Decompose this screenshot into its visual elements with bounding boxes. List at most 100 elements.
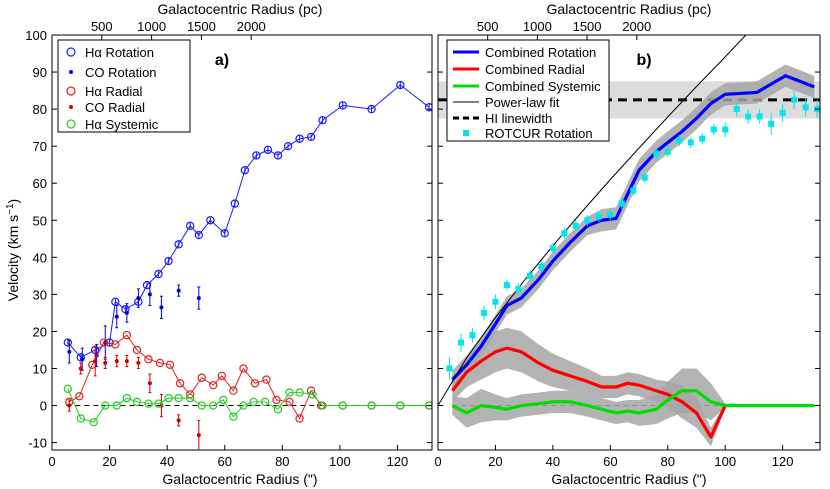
point-rotcur-rotation	[446, 365, 453, 372]
point-h-radial	[144, 355, 153, 364]
point-h-radial	[99, 338, 109, 347]
point-h-systemic	[76, 414, 85, 423]
y-tick-label: 0	[40, 399, 47, 414]
panel-b-frame	[437, 34, 821, 451]
panel-a-top-tick-label: 1000	[137, 19, 166, 34]
point-h-radial	[217, 371, 227, 381]
point-co-rotation	[176, 288, 181, 293]
legend-a-entry-ha-radial: Hα Radial	[66, 84, 142, 99]
legend-b-entry-rotcur-rotation: ROTCUR Rotation	[463, 126, 593, 141]
panel-a-x-tick-label: 0	[48, 454, 55, 469]
point-h-rotation	[142, 280, 152, 290]
point-h-systemic	[424, 401, 432, 410]
point-rotcur-rotation	[572, 222, 579, 229]
series-line-combined-rotation	[451, 74, 815, 381]
point-rotcur-rotation	[538, 263, 545, 270]
panel-b-top-tick-label: 2000	[622, 19, 651, 34]
point-rotcur-rotation	[733, 106, 740, 113]
point-h-systemic	[197, 401, 206, 410]
point-h-radial	[75, 392, 84, 401]
point-h-rotation	[367, 104, 376, 114]
point-h-rotation	[295, 134, 304, 143]
point-h-radial	[132, 345, 142, 355]
point-h-rotation	[338, 101, 347, 110]
y-tick-label: 80	[33, 102, 47, 117]
point-h-rotation	[154, 269, 163, 279]
legend-a-text-ha-systemic: Hα Systemic	[85, 117, 159, 132]
legend-b-entry-combined-radial: Combined Radial	[453, 62, 585, 77]
point-rotcur-rotation	[779, 109, 786, 116]
point-h-systemic	[338, 401, 347, 410]
legend-b-entry-combined-systemic: Combined Systemic	[453, 79, 601, 94]
point-co-rotation	[196, 296, 201, 301]
panel-b-top-tick-label: 500	[477, 19, 499, 34]
legend-b-text-hi-linewidth: HI linewidth	[485, 111, 552, 126]
point-h-radial	[250, 379, 260, 388]
point-rotcur-rotation	[515, 285, 522, 292]
series-line-power-law-fit	[438, 35, 747, 406]
legend-a-marker-ha-rotation	[66, 47, 76, 57]
point-h-rotation	[206, 216, 215, 225]
panel-a-x-tick-label: 120	[387, 454, 409, 469]
panel-b-x-tick-label: 100	[714, 454, 736, 469]
legend-a-text-co-radial: CO Radial	[85, 100, 145, 115]
point-co-radial	[147, 381, 152, 386]
point-h-rotation	[63, 338, 73, 347]
point-h-rotation	[164, 256, 173, 266]
panel-b-x-label: Galactocentric Radius (")	[551, 471, 706, 487]
point-h-systemic	[219, 395, 228, 405]
legend-b-marker-rotcur-rotation	[463, 130, 469, 136]
series-line-h-systemic	[67, 388, 430, 423]
legend-a-entry-ha-rotation: Hα Rotation	[66, 45, 154, 60]
panel-b-x-tick-label: 120	[772, 454, 794, 469]
y-tick-label: 70	[33, 139, 47, 154]
point-h-systemic	[174, 393, 183, 403]
panel-b-x-tick-label: 40	[546, 454, 560, 469]
point-h-radial	[197, 373, 206, 382]
y-tick-label: 20	[33, 324, 47, 339]
point-co-rotation	[114, 314, 119, 319]
point-h-radial	[239, 364, 248, 373]
point-rotcur-rotation	[653, 150, 660, 157]
y-tick-label: 10	[33, 361, 47, 376]
point-co-rotation	[80, 357, 85, 362]
point-rotcur-rotation	[584, 217, 591, 224]
point-co-rotation	[159, 305, 164, 310]
y-axis-label: Velocity (km s−1)	[5, 199, 21, 301]
panel-a-x-tick-label: 40	[160, 454, 174, 469]
point-rotcur-rotation	[457, 339, 464, 346]
point-h-systemic	[101, 401, 110, 410]
point-h-rotation	[174, 240, 183, 249]
point-h-rotation	[76, 353, 85, 362]
legend-a-entry-co-rotation: CO Rotation	[69, 65, 157, 80]
y-tick-label: 30	[33, 287, 47, 302]
point-h-systemic	[89, 418, 98, 427]
legend-a: Hα Rotation CO Rotation Hα Radial CO Rad…	[57, 39, 191, 133]
legend-a-marker-co-rotation	[69, 70, 73, 74]
legend-a-entry-co-radial: CO Radial	[69, 100, 145, 115]
point-h-systemic	[122, 393, 132, 403]
point-rotcur-rotation	[503, 282, 510, 289]
y-tick-label: 100	[25, 28, 47, 43]
point-rotcur-rotation	[791, 96, 798, 103]
point-co-radial	[67, 403, 72, 408]
point-co-radial	[103, 360, 108, 365]
point-h-radial	[165, 360, 175, 369]
point-rotcur-rotation	[664, 148, 671, 155]
legend-b-entry-power-law-fit: Power-law fit	[453, 95, 560, 110]
point-co-rotation	[147, 292, 152, 297]
panel-a-label: a)	[215, 52, 229, 69]
point-rotcur-rotation	[561, 230, 568, 237]
point-h-systemic	[318, 401, 327, 410]
point-h-systemic	[112, 401, 121, 410]
point-h-radial	[175, 379, 185, 388]
point-co-radial	[93, 359, 98, 364]
panel-a-x-tick-label: 20	[102, 454, 116, 469]
point-rotcur-rotation	[745, 113, 752, 120]
point-co-rotation	[67, 349, 72, 354]
legend-b-entry-combined-rotation: Combined Rotation	[453, 45, 596, 60]
point-co-radial	[124, 359, 129, 364]
panel-a-x-tick-label: 60	[217, 454, 231, 469]
y-tick-label: 40	[33, 250, 47, 265]
